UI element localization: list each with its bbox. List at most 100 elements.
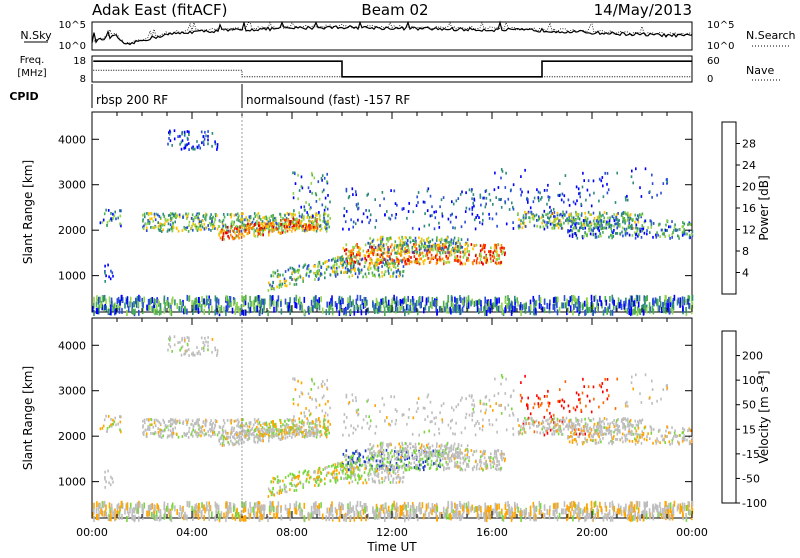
heat-cell (598, 221, 600, 224)
heat-cell (461, 262, 463, 265)
heat-cell (433, 450, 435, 453)
heat-cell (149, 304, 151, 310)
heat-cell (441, 212, 443, 215)
heat-cell (235, 419, 237, 422)
heat-cell (263, 307, 265, 313)
heat-cell (151, 423, 153, 426)
heat-cell (627, 212, 629, 215)
heat-cell (612, 310, 614, 316)
heat-cell (153, 426, 155, 429)
heat-cell (150, 226, 152, 229)
heat-cell (474, 218, 476, 221)
heat-cell (565, 174, 567, 177)
heat-cell (311, 388, 313, 391)
heat-cell (289, 434, 291, 437)
heat-cell (350, 309, 352, 315)
heat-cell (563, 201, 565, 204)
heat-cell (236, 227, 238, 230)
heat-cell (107, 470, 109, 473)
heat-cell (264, 423, 266, 426)
heat-cell (402, 245, 404, 248)
heat-cell (208, 434, 210, 437)
heat-cell (402, 247, 404, 250)
heat-cell (322, 204, 324, 207)
heat-cell (191, 423, 193, 426)
heat-cell (453, 249, 455, 252)
heat-cell (160, 432, 162, 435)
heat-cell (570, 225, 572, 228)
heat-cell (634, 300, 636, 306)
heat-cell (328, 214, 330, 217)
heat-cell (334, 263, 336, 266)
heat-cell (520, 310, 522, 316)
heat-cell (505, 186, 507, 189)
heat-cell (451, 301, 453, 307)
heat-cell (501, 253, 503, 256)
heat-cell (666, 229, 668, 232)
heat-cell (546, 189, 548, 192)
heat-cell (394, 244, 396, 247)
heat-cell (606, 227, 608, 230)
heat-cell (444, 239, 446, 242)
heat-cell (100, 427, 102, 430)
heat-cell (485, 203, 487, 206)
heat-cell (230, 419, 232, 422)
heat-cell (202, 226, 204, 229)
heat-cell (517, 301, 519, 307)
heat-cell (181, 133, 183, 136)
heat-cell (490, 463, 492, 466)
heat-cell (382, 256, 384, 259)
heat-cell (226, 438, 228, 441)
heat-cell (119, 308, 121, 314)
heat-cell (449, 261, 451, 264)
heat-cell (481, 248, 483, 251)
heat-cell (158, 225, 160, 228)
heat-cell (390, 218, 392, 221)
heat-cell (299, 215, 301, 218)
heat-cell (684, 233, 686, 236)
heat-cell (340, 262, 342, 265)
heat-cell (384, 248, 386, 251)
heat-cell (466, 247, 468, 250)
heat-cell (540, 198, 542, 201)
heat-cell (201, 337, 203, 340)
heat-cell (327, 194, 329, 197)
heat-cell (370, 267, 372, 270)
heat-cell (191, 227, 193, 230)
heat-cell (576, 299, 578, 305)
heat-cell (288, 218, 290, 221)
heat-cell (326, 309, 328, 315)
heat-cell (489, 217, 491, 220)
heat-cell (174, 344, 176, 347)
heat-cell (411, 467, 413, 470)
heat-cell (192, 213, 194, 216)
heat-cell (443, 466, 445, 469)
heat-cell (113, 217, 115, 220)
heat-cell (212, 216, 214, 219)
heat-cell (352, 226, 354, 229)
heat-cell (323, 418, 325, 421)
heat-cell (469, 250, 471, 253)
heat-cell (119, 209, 121, 212)
heat-cell (311, 378, 313, 381)
heat-cell (564, 295, 566, 301)
heat-cell (522, 222, 524, 225)
heat-cell (382, 252, 384, 255)
heat-cell (625, 230, 627, 233)
heat-cell (434, 244, 436, 247)
heat-cell (168, 302, 170, 308)
heat-cell (195, 305, 197, 311)
heat-cell (643, 310, 645, 316)
heat-cell (575, 214, 577, 217)
heat-cell (289, 220, 291, 223)
heat-cell (498, 262, 500, 265)
heat-cell (308, 474, 310, 477)
heat-cell (164, 302, 166, 308)
heat-cell (196, 433, 198, 436)
heat-cell (592, 229, 594, 232)
heat-cell (310, 216, 312, 219)
heat-cell (188, 213, 190, 216)
heat-cell (659, 235, 661, 238)
heat-cell (343, 309, 345, 315)
heat-cell (632, 219, 634, 222)
